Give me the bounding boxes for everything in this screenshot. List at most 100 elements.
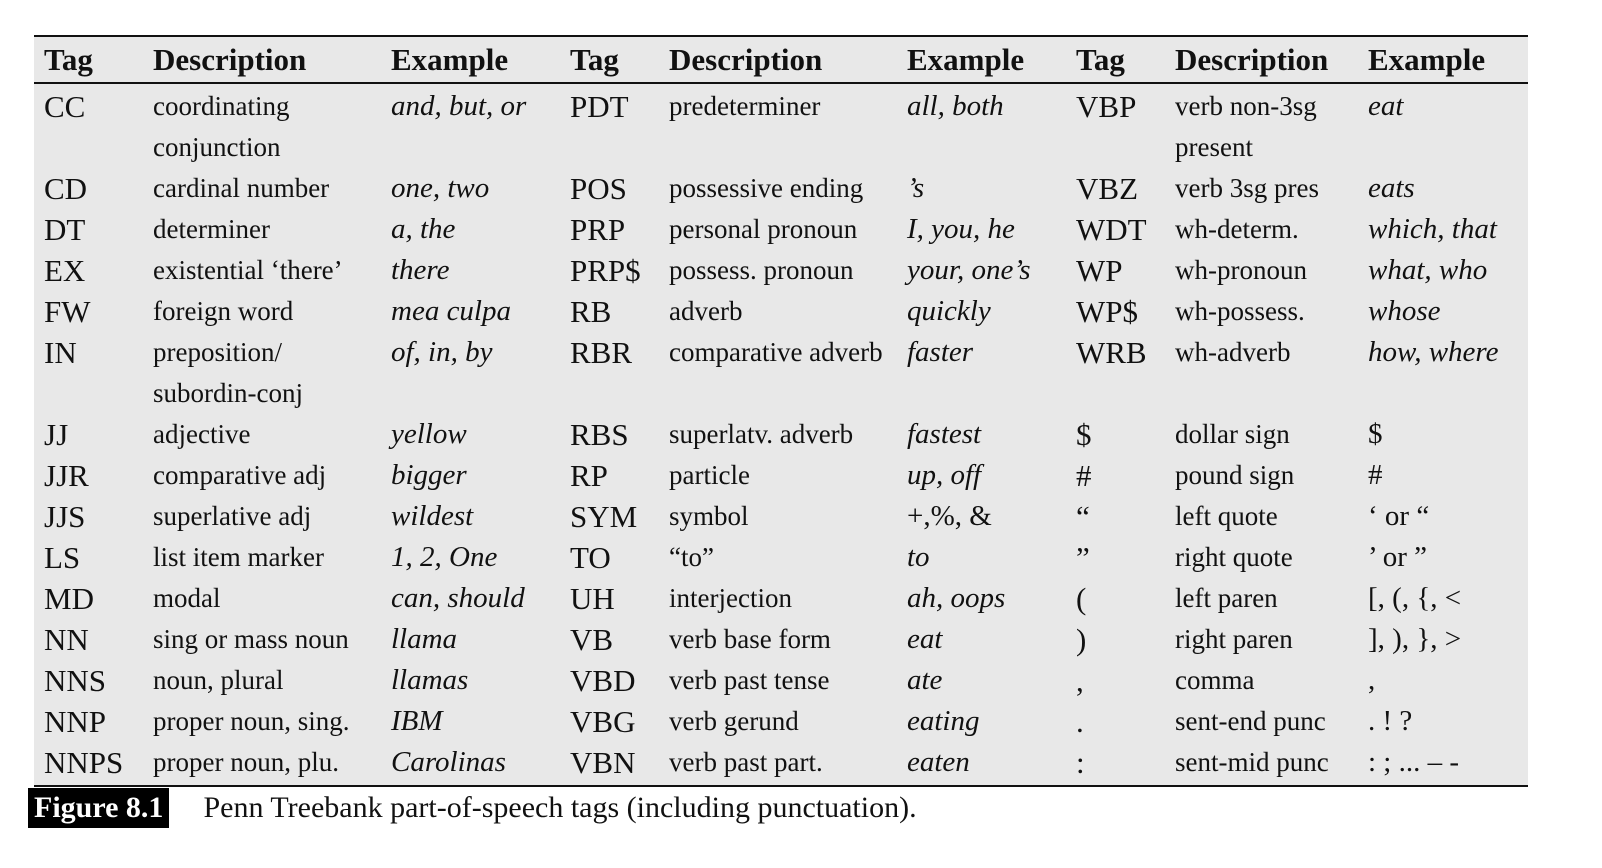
example-cell: your, one’s [907, 254, 1031, 286]
tag-cell: WP [1076, 253, 1123, 288]
tag-cell: . [1076, 704, 1084, 739]
column-header-tag-1: Tag [44, 41, 93, 77]
tag-cell: VBG [570, 704, 636, 739]
figure-caption: Figure 8.1 Penn Treebank part-of-speech … [28, 787, 917, 829]
tag-cell: FW [44, 294, 91, 329]
tag-cell: NNS [44, 663, 107, 698]
table-row: NNPS proper noun, plu. Carolinas VBN verb pa… [34, 742, 1528, 786]
description-cell: possessive ending [669, 173, 864, 203]
example-cell: : ; ... – - [1368, 746, 1460, 778]
table-row: NNP proper noun, sing. IBM VBG verb gerund ea… [34, 701, 1528, 742]
description-cell: right quote [1175, 542, 1293, 572]
table-row: JJS superlative adj wildest SYM symbol +,%, &… [34, 496, 1528, 537]
table-row: NN sing or mass noun llama VB verb base form… [34, 619, 1528, 660]
column-header-tag-3: Tag [1076, 41, 1125, 77]
description-cell: list item marker [153, 542, 324, 572]
table-row: JJ adjective yellow RBS superlatv. adverb fas… [34, 414, 1528, 455]
table-row: MD modal can, should UH interjection ah, oops… [34, 578, 1528, 619]
example-cell: I, you, he [907, 213, 1015, 245]
description-cell: wh-pronoun [1175, 255, 1307, 285]
figure-label: Figure 8.1 [28, 788, 170, 828]
column-header-description-2: Description [669, 41, 823, 77]
example-cell: $ [1368, 418, 1383, 450]
description-cell: particle [669, 460, 750, 490]
column-header-tag-2: Tag [570, 41, 619, 77]
description-cell: symbol [669, 501, 749, 531]
table-row: DT determiner a, the PRP personal pronoun I, … [34, 209, 1528, 250]
example-cell: to [907, 541, 930, 573]
example-cell: , [1368, 664, 1376, 696]
figure-caption-text: Penn Treebank part-of-speech tags (inclu… [203, 791, 917, 824]
tag-cell: : [1076, 745, 1085, 780]
example-cell: eats [1368, 172, 1415, 204]
column-header-description-3: Description [1175, 41, 1329, 77]
tag-cell: WDT [1076, 212, 1147, 247]
description-cell: superlatv. adverb [669, 419, 854, 449]
example-cell: +,%, & [907, 500, 992, 532]
tag-cell: JJ [44, 417, 69, 452]
description-cell: verb 3sg pres [1175, 173, 1319, 203]
description-cell: interjection [669, 583, 792, 613]
description-cell: comma [1175, 665, 1255, 695]
column-header-example-2: Example [907, 41, 1025, 77]
description-cell: right paren [1175, 624, 1293, 654]
column-header-example-3: Example [1368, 41, 1486, 77]
example-cell: eaten [907, 746, 970, 778]
example-cell: of, in, by [391, 336, 493, 368]
table-body: CC coordinating conjunction and, but, or PD… [34, 83, 1528, 786]
description-cell: superlative adj [153, 501, 312, 531]
example-cell: whose [1368, 295, 1441, 327]
description-cell: sent-end punc [1175, 706, 1326, 736]
tag-cell: PRP$ [570, 253, 641, 288]
example-cell: which, that [1368, 213, 1497, 245]
pos-tag-table: Tag Description Example Tag Description Examp… [34, 35, 1528, 787]
example-cell: # [1368, 459, 1383, 491]
column-header-description-1: Description [153, 41, 307, 77]
table-row: JJR comparative adj bigger RP particle up, of… [34, 455, 1528, 496]
example-cell: ah, oops [907, 582, 1006, 614]
example-cell: up, off [907, 459, 982, 491]
example-cell: . ! ? [1368, 705, 1413, 737]
description-cell: existential ‘there’ [153, 255, 343, 285]
table-header-row: Tag Description Example Tag Description Examp… [34, 36, 1528, 83]
tag-cell: CC [44, 89, 86, 124]
example-cell: llamas [391, 664, 469, 696]
tag-cell: WRB [1076, 335, 1147, 370]
description-cell: determiner [153, 214, 270, 244]
tag-cell: UH [570, 581, 615, 616]
description-cell: left quote [1175, 501, 1278, 531]
table-row: FW foreign word mea culpa RB adverb quickly WP… [34, 291, 1528, 332]
example-cell: mea culpa [391, 295, 511, 327]
example-cell: quickly [907, 295, 991, 327]
description-cell: comparative adverb [669, 337, 883, 367]
example-cell: eat [1368, 90, 1404, 122]
tag-cell: VBN [570, 745, 636, 780]
example-cell: and, but, or [391, 90, 527, 122]
description-cell: “to” [669, 542, 714, 572]
tag-cell: ) [1076, 622, 1087, 657]
example-cell: ate [907, 664, 943, 696]
tag-cell: # [1076, 458, 1092, 493]
description-cell: noun, plural [153, 665, 284, 695]
example-cell: 1, 2, One [391, 541, 498, 573]
table-row: LS list item marker 1, 2, One TO “to” to ” righ… [34, 537, 1528, 578]
example-cell: faster [907, 336, 974, 368]
example-cell: ], ), }, > [1368, 623, 1462, 655]
description-cell: cardinal number [153, 173, 330, 203]
example-cell: wildest [391, 500, 474, 532]
description-cell: verb base form [669, 624, 831, 654]
example-cell: eat [907, 623, 943, 655]
table-row: EX existential ‘there’ there PRP$ possess. p… [34, 250, 1528, 291]
tag-cell: ” [1076, 540, 1090, 575]
table-row: IN preposition/ subordin-conj of, in, by RB… [34, 332, 1528, 414]
description-cell: verb past tense [669, 665, 830, 695]
description-cell: coordinating conjunction [153, 91, 290, 162]
description-cell: modal [153, 583, 221, 613]
description-cell: sing or mass noun [153, 624, 349, 654]
tag-cell: SYM [570, 499, 638, 534]
description-cell: adjective [153, 419, 251, 449]
description-cell: wh-possess. [1175, 296, 1305, 326]
tag-cell: NNP [44, 704, 107, 739]
tag-cell: JJR [44, 458, 89, 493]
example-cell: fastest [907, 418, 982, 450]
